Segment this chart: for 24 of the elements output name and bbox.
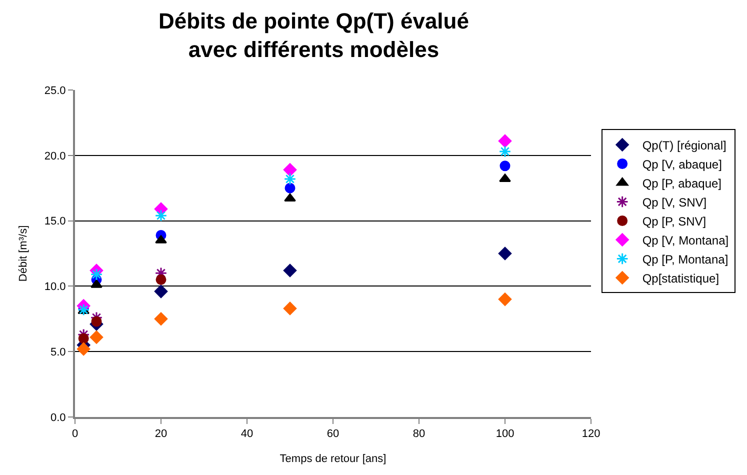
y-tick-label: 0.0 [50,412,66,424]
x-tick-label: 80 [412,428,426,440]
y-axis-title: Débit [m³/s] [18,225,30,282]
legend-label: Qp [V, Montana] [642,233,729,248]
legend-label: Qp[statistique] [642,271,720,286]
x-axis-title: Temps de retour [ans] [280,452,386,465]
x-tick-label: 40 [240,428,254,440]
legend-label: Qp [V, abaque] [642,157,722,172]
legend-label: Qp [P, Montana] [642,252,728,266]
legend-label: Qp [V, SNV] [642,195,707,210]
x-tick-label: 0 [72,428,78,440]
y-tick-label: 25.0 [44,84,66,97]
y-tick-label: 15.0 [44,216,66,228]
x-tick-label: 120 [582,428,600,440]
legend-label: Qp(T) [régional] [642,138,726,152]
legend-label: Qp [P, abaque] [642,176,722,190]
chart-title: Débits de pointe Qp(T) évalué avec différents modèles [158,8,469,62]
legend-label: Qp [P, SNV] [642,214,706,228]
x-tick-label: 60 [326,428,340,440]
x-tick-label: 100 [496,428,514,440]
y-tick-label: 10.0 [44,281,66,294]
y-tick-label: 20.0 [44,150,66,162]
y-tick-label: 5.0 [50,346,66,358]
x-tick-label: 20 [154,428,168,440]
